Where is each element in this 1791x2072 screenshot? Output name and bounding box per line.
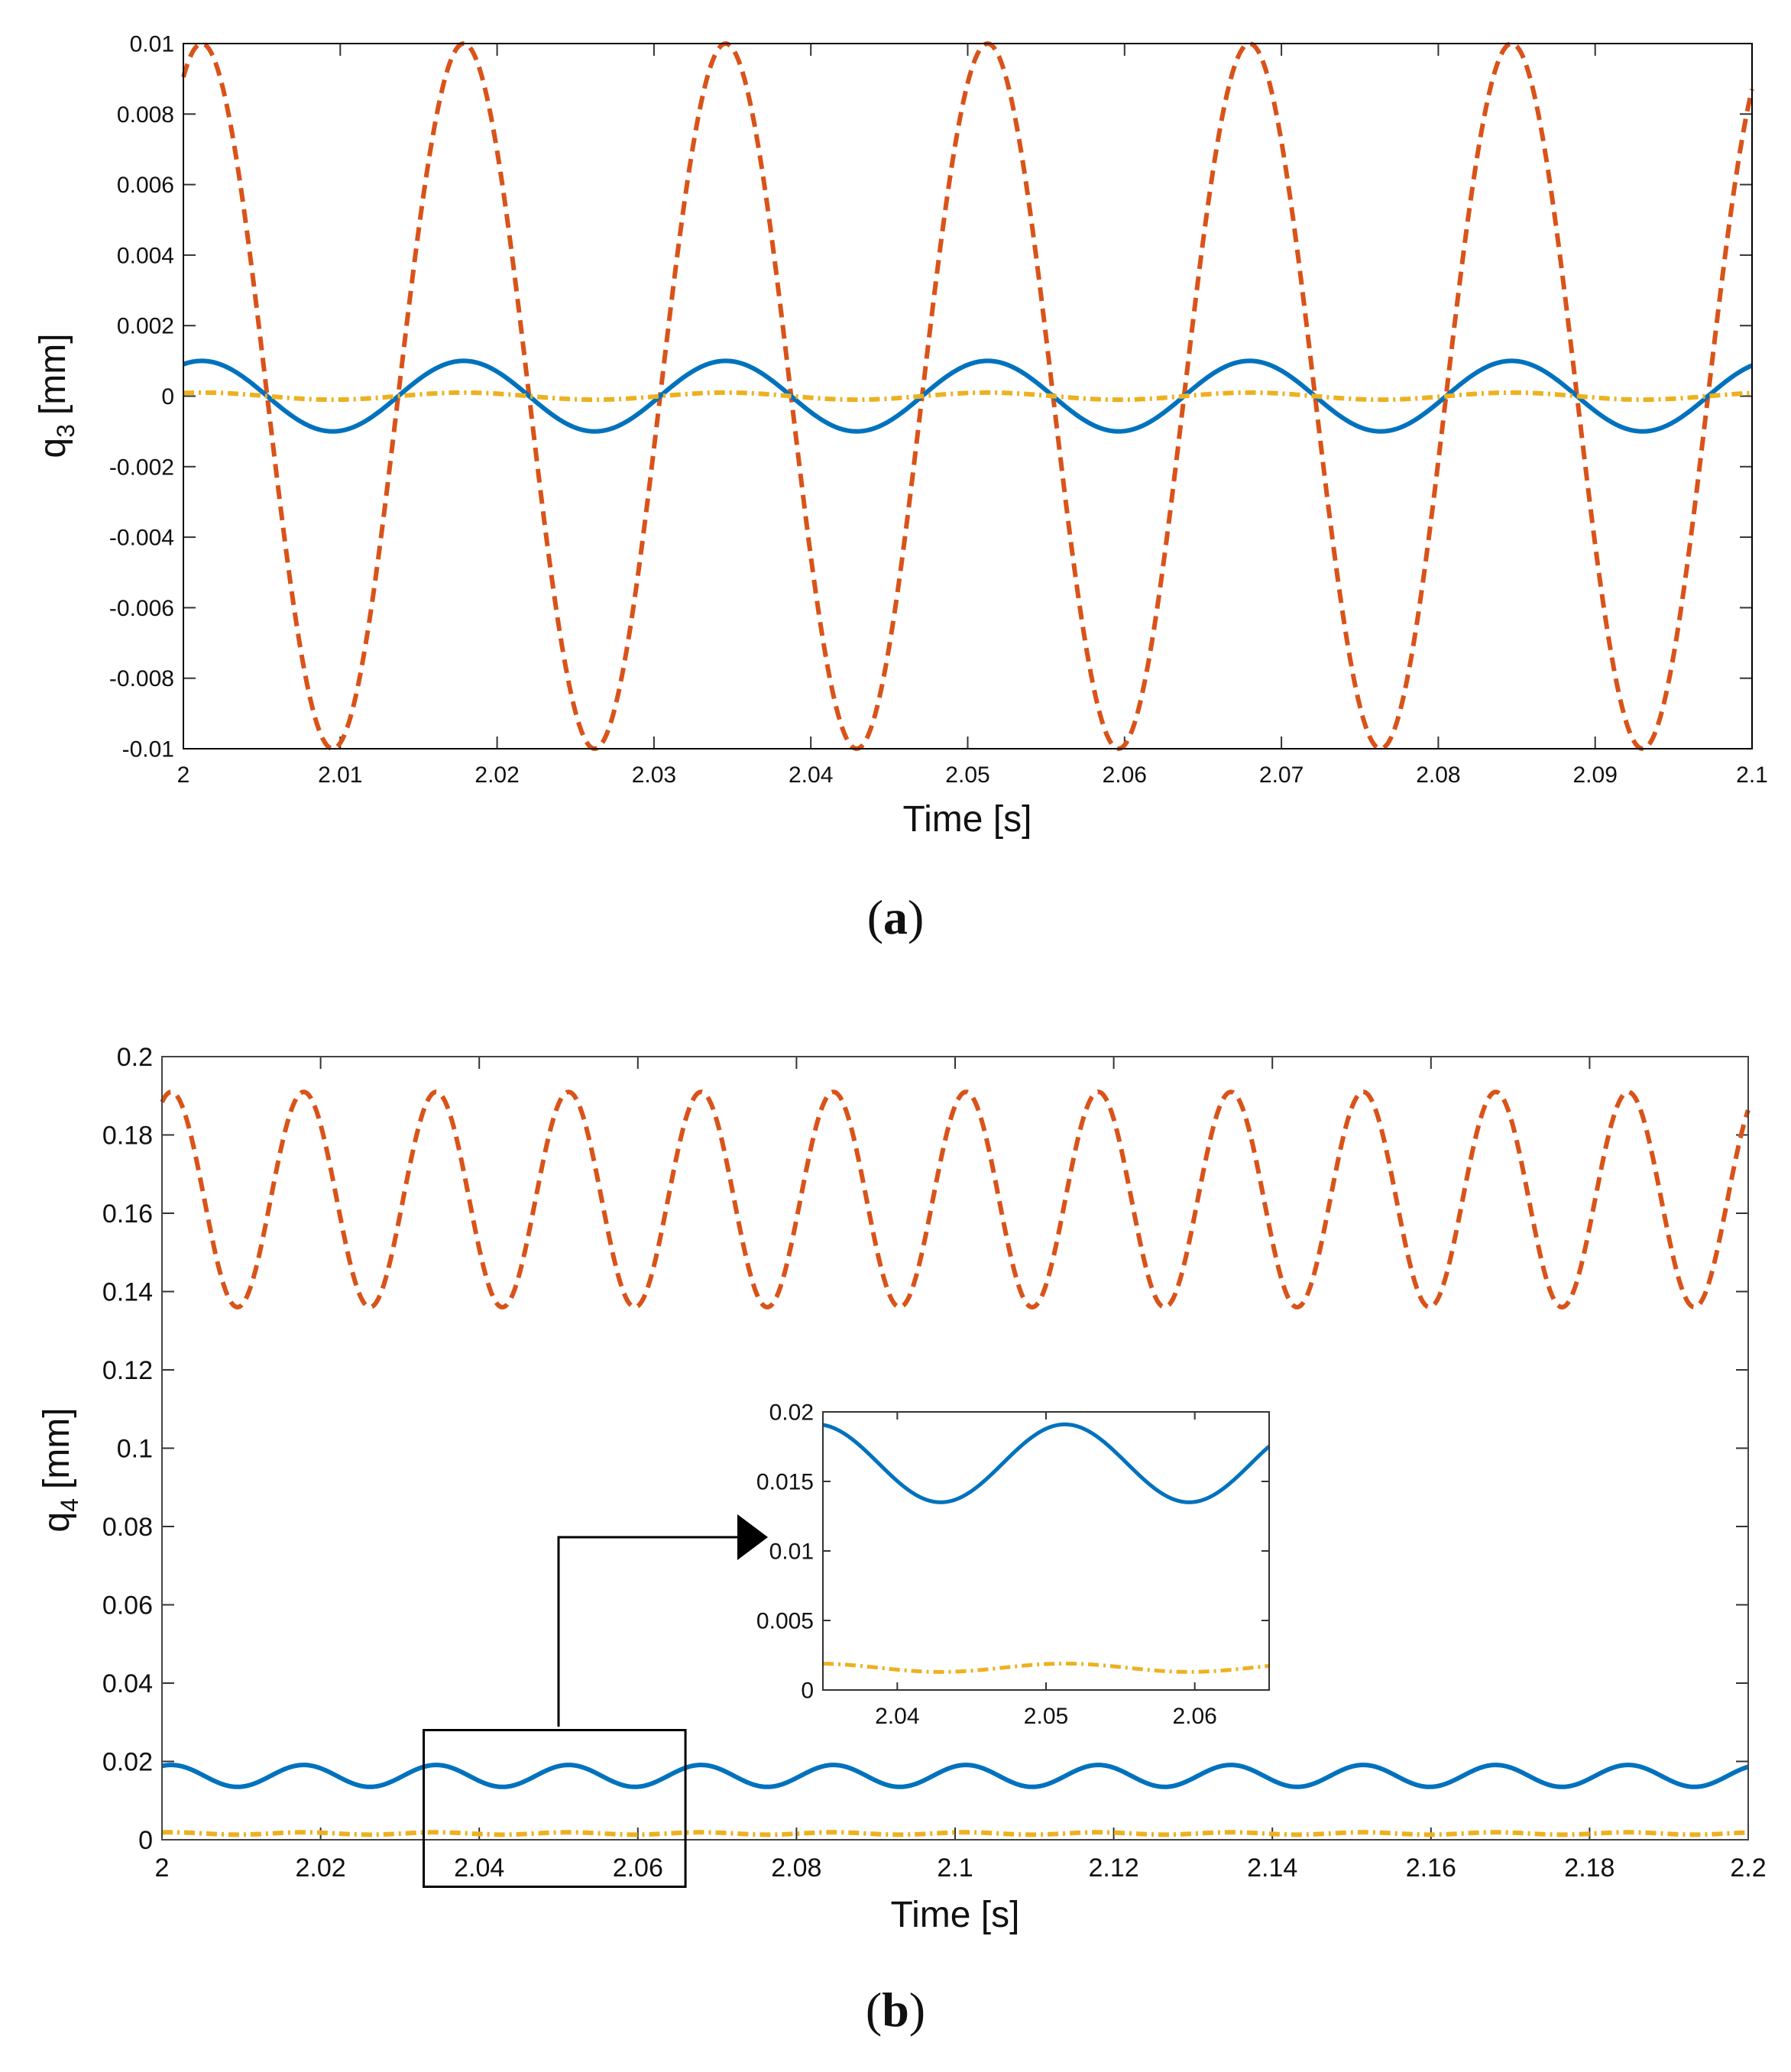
zoom-region-box <box>423 1729 687 1888</box>
inset-x-tick-label: 2.04 <box>875 1704 919 1729</box>
plot-a-x-tick-label: 2.04 <box>789 762 833 788</box>
inset-x-tick-labels: 2.04 2.05 2.06 <box>875 1704 1217 1729</box>
inset-y-tick-labels: 0 0.005 0.01 0.015 0.02 <box>756 1400 814 1704</box>
plot-a-y-axis-subscript: 3 <box>52 424 79 438</box>
plot-b-y-axis-unit: [mm] <box>37 1407 77 1489</box>
plot-a-y-tick-label: -0.006 <box>109 596 174 621</box>
panel-a-label: (a) <box>867 890 925 944</box>
zoom-connector-line <box>557 1536 737 1727</box>
inset-series-group <box>821 1422 1271 1674</box>
plot-a-y-axis-title: q3 [mm] <box>33 333 79 458</box>
plot-a-series-solid-blue <box>183 358 1754 434</box>
plot-a-y-tick-label: 0.008 <box>117 102 174 128</box>
plot-b-x-tick-label: 2.1 <box>937 1853 973 1883</box>
plot-b-x-tick-label: 2.04 <box>454 1853 504 1883</box>
plot-b-y-tick-label: 0.06 <box>102 1591 153 1620</box>
plot-b-y-tick-label: 0.04 <box>102 1669 153 1698</box>
plot-a-x-tick-labels: 2 2.01 2.02 2.03 2.04 2.05 2.06 2.07 2.08 2.09 2.1 <box>177 762 1768 788</box>
plot-a-frame <box>183 43 1753 749</box>
inset-series-dashdot-yellow <box>821 1661 1271 1674</box>
zoom-connector-arrowhead <box>737 1514 768 1560</box>
plot-a-y-axis-unit: [mm] <box>33 333 73 415</box>
plot-a-x-tick-label: 2.07 <box>1259 762 1304 788</box>
inset-y-tick-label: 0.02 <box>769 1400 814 1426</box>
plot-b-frame <box>161 1056 1749 1841</box>
plot-a-series-dashed-orange <box>181 41 1754 751</box>
inset-x-tick-label: 2.06 <box>1172 1704 1216 1729</box>
plot-b-series-solid-blue <box>161 1763 1749 1789</box>
plot-b-y-tick-label: 0.18 <box>102 1121 153 1150</box>
inset-y-tick-label: 0.005 <box>756 1609 814 1634</box>
inset-series-solid-blue <box>821 1422 1271 1504</box>
plot-a-x-tick-label: 2.09 <box>1573 762 1618 788</box>
plot-b-y-tick-label: 0.1 <box>117 1434 153 1463</box>
plot-a-y-tick-label: -0.01 <box>122 737 174 762</box>
inset-y-tick-label: 0.01 <box>769 1539 814 1565</box>
plot-a-x-axis-title: Time [s] <box>903 799 1032 840</box>
plot-a-y-tick-label: 0.002 <box>117 314 174 339</box>
plot-b-y-tick-label: 0.14 <box>102 1277 153 1306</box>
plot-a-series-group <box>181 41 1754 751</box>
inset-background <box>823 1412 1269 1690</box>
plot-b-y-tick-label: 0 <box>138 1826 153 1855</box>
inset-y-tick-label: 0.015 <box>756 1470 814 1495</box>
plot-a-y-tick-label: -0.004 <box>109 526 174 551</box>
plot-a-x-tick-label: 2.05 <box>945 762 989 788</box>
plot-b-y-axis-title: q4 [mm] <box>37 1407 83 1532</box>
plot-a-x-tick-label: 2 <box>177 762 190 788</box>
plot-b-series-group <box>160 1089 1751 1837</box>
plot-a-y-tick-label: -0.008 <box>109 666 174 691</box>
plot-b-x-tick-label: 2.14 <box>1247 1853 1297 1883</box>
plot-b-x-tick-label: 2.02 <box>296 1853 346 1883</box>
panel-b: 00.020.040.060.080.10.120.140.160.180.2 … <box>37 1043 1767 2037</box>
plot-a-x-tick-label: 2.06 <box>1103 762 1147 788</box>
inset-x-tick-label: 2.05 <box>1024 1704 1068 1729</box>
panel-a: -0.01 -0.008 -0.006 -0.004 -0.002 0 0.002 0.004… <box>33 32 1768 945</box>
plot-a-x-tick-label: 2.01 <box>318 762 362 788</box>
plot-b-y-tick-labels: 0 0.02 0.04 0.06 0.08 0.1 0.12 0.14 0.16 0.18 0.2 <box>102 1043 153 1855</box>
plot-b-y-axis-subscript: 4 <box>56 1498 83 1512</box>
plot-a-y-axis-symbol: q <box>33 438 73 458</box>
plot-a-y-tick-label: -0.002 <box>109 455 174 480</box>
inset-frame <box>822 1411 1270 1691</box>
plot-b-x-tick-label: 2.12 <box>1089 1853 1139 1883</box>
panel-b-label: (b) <box>866 1983 925 2037</box>
plot-b-x-tick-label: 2.16 <box>1406 1853 1456 1883</box>
plot-a-x-tick-label: 2.03 <box>632 762 676 788</box>
plot-a-y-tick-labels: -0.01 -0.008 -0.006 -0.004 -0.002 0 0.002 0.004… <box>109 32 174 762</box>
plot-b-series-dashed-orange <box>160 1089 1751 1310</box>
plot-b-y-tick-label: 0.02 <box>102 1747 153 1776</box>
plot-a-series-dashdot-yellow <box>183 390 1753 403</box>
plot-b-series-dashdot-yellow <box>161 1830 1749 1837</box>
plot-a-y-tick-label: 0 <box>161 384 174 410</box>
plot-b-y-tick-label: 0.08 <box>102 1513 153 1542</box>
plot-a-y-tick-label: 0.01 <box>130 32 174 57</box>
plot-a-tick-marks <box>183 43 1753 749</box>
plot-b-y-tick-label: 0.2 <box>117 1043 153 1072</box>
plot-b-x-tick-label: 2.06 <box>613 1853 663 1883</box>
plot-a-x-tick-label: 2.02 <box>474 762 519 788</box>
plot-b-y-tick-label: 0.16 <box>102 1199 153 1229</box>
inset-plot: 0 0.005 0.01 0.015 0.02 2.04 2.05 2.06 <box>756 1400 1271 1729</box>
plot-b-x-tick-labels: 2 2.02 2.04 2.06 2.08 2.1 2.12 2.14 2.16 2.18 2.2 <box>155 1853 1767 1883</box>
plot-b-y-axis-symbol: q <box>37 1512 77 1533</box>
plot-b-x-tick-label: 2.2 <box>1730 1853 1766 1883</box>
plot-b-x-tick-label: 2.08 <box>771 1853 821 1883</box>
plot-a-x-tick-label: 2.1 <box>1736 762 1768 788</box>
plot-a-y-tick-label: 0.004 <box>117 243 174 268</box>
plot-b-x-axis-title: Time [s] <box>891 1895 1020 1935</box>
inset-y-tick-label: 0 <box>801 1679 814 1704</box>
plot-b-y-tick-label: 0.12 <box>102 1356 153 1385</box>
plot-a-x-tick-label: 2.08 <box>1416 762 1460 788</box>
plot-a-y-tick-label: 0.006 <box>117 173 174 198</box>
plot-b-x-tick-label: 2.18 <box>1564 1853 1614 1883</box>
plot-b-x-tick-label: 2 <box>155 1853 170 1883</box>
